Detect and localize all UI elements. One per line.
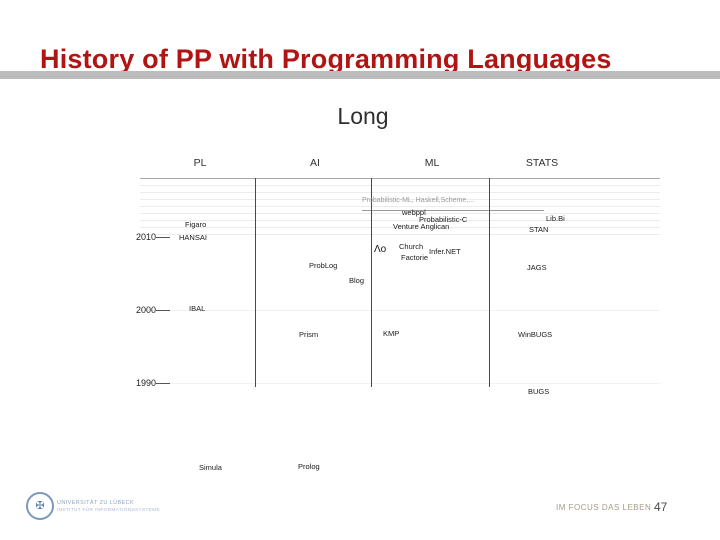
column-header-ai: AI: [310, 157, 320, 169]
year-tick-2000: [156, 310, 170, 311]
timeline-item-webppl: webppl: [402, 208, 426, 217]
column-header-pl: PL: [193, 157, 207, 169]
title-divider: [0, 71, 720, 79]
timeline-item-hansai: HANSAI: [179, 233, 207, 242]
year-tick-2010: [156, 237, 170, 238]
timeline-item-prism: Prism: [299, 330, 319, 339]
timeline-item-factorie: Factorie: [401, 253, 429, 262]
year-tick-1990: [156, 383, 170, 384]
column-header-stats: STATS: [525, 157, 559, 169]
timeline-item-probabilistic-c: Probabilistic-C: [419, 215, 468, 224]
university-name: UNIVERSITÄT ZU LÜBECK: [57, 500, 135, 506]
footer-motto: IM FOCUS DAS LEBEN: [556, 503, 652, 512]
gridline: [140, 206, 660, 207]
year-label-2000: 2000: [135, 305, 156, 315]
timeline-item-figaro: Figaro: [185, 220, 207, 229]
page-number: 47: [654, 500, 668, 514]
gridline: [140, 192, 660, 193]
gridline: [140, 185, 660, 186]
timeline-item-prolog: Prolog: [298, 462, 320, 471]
timeline-item-simula: Simula: [199, 463, 222, 472]
timeline-item-winbugs: WinBUGS: [518, 330, 553, 339]
column-header-ml: ML: [424, 157, 440, 169]
gridline: [140, 227, 660, 228]
column-divider-pl-ai: [255, 178, 256, 387]
underline-rule: [362, 210, 544, 211]
timeline-chart: Long PL AI ML STATS 2010 2000 1990 Proba…: [118, 95, 678, 495]
timeline-item-infer-net: Infer.NET: [429, 247, 461, 256]
university-crest-icon: ✠: [35, 499, 45, 512]
chart-heading: Long: [337, 103, 389, 129]
gridline: [140, 213, 660, 214]
year-label-2010: 2010: [135, 232, 156, 242]
timeline-item-bugs: BUGS: [528, 387, 550, 396]
gridline: [140, 220, 660, 221]
gridline-2000: [140, 310, 660, 311]
year-label-1990: 1990: [135, 378, 156, 388]
timeline-item-jags: JAGS: [527, 263, 547, 272]
timeline-item-probabilistic-ml: Probabilistic-ML, Haskell,Scheme,...: [362, 197, 475, 204]
timeline-item-church: Church: [399, 242, 424, 251]
gridline: [140, 199, 660, 200]
timeline-item-ibal: IBAL: [189, 304, 206, 313]
timeline-item-stan: STAN: [529, 225, 549, 234]
timeline-item-venture-anglican: Venture Anglican: [393, 222, 450, 231]
timeline-item-kmp: KMP: [383, 329, 400, 338]
university-logo: ✠: [26, 492, 54, 520]
gridline-1990: [140, 383, 660, 384]
timeline-item-problog: ProbLog: [309, 261, 338, 270]
column-divider-ml-stats: [489, 178, 490, 387]
gridline: [140, 234, 660, 235]
institute-name: INSTITUT FÜR INFORMATIONSSYSTEME: [57, 508, 160, 513]
timeline-item-blog: Blog: [349, 276, 365, 285]
slide-title: History of PP with Programming Languages: [40, 44, 612, 75]
gridline-top: [140, 178, 660, 179]
timeline-item-lambda-o: Λo: [374, 244, 387, 255]
column-divider-ai-ml: [371, 178, 372, 387]
timeline-item-libbi: Lib.Bi: [546, 214, 565, 223]
